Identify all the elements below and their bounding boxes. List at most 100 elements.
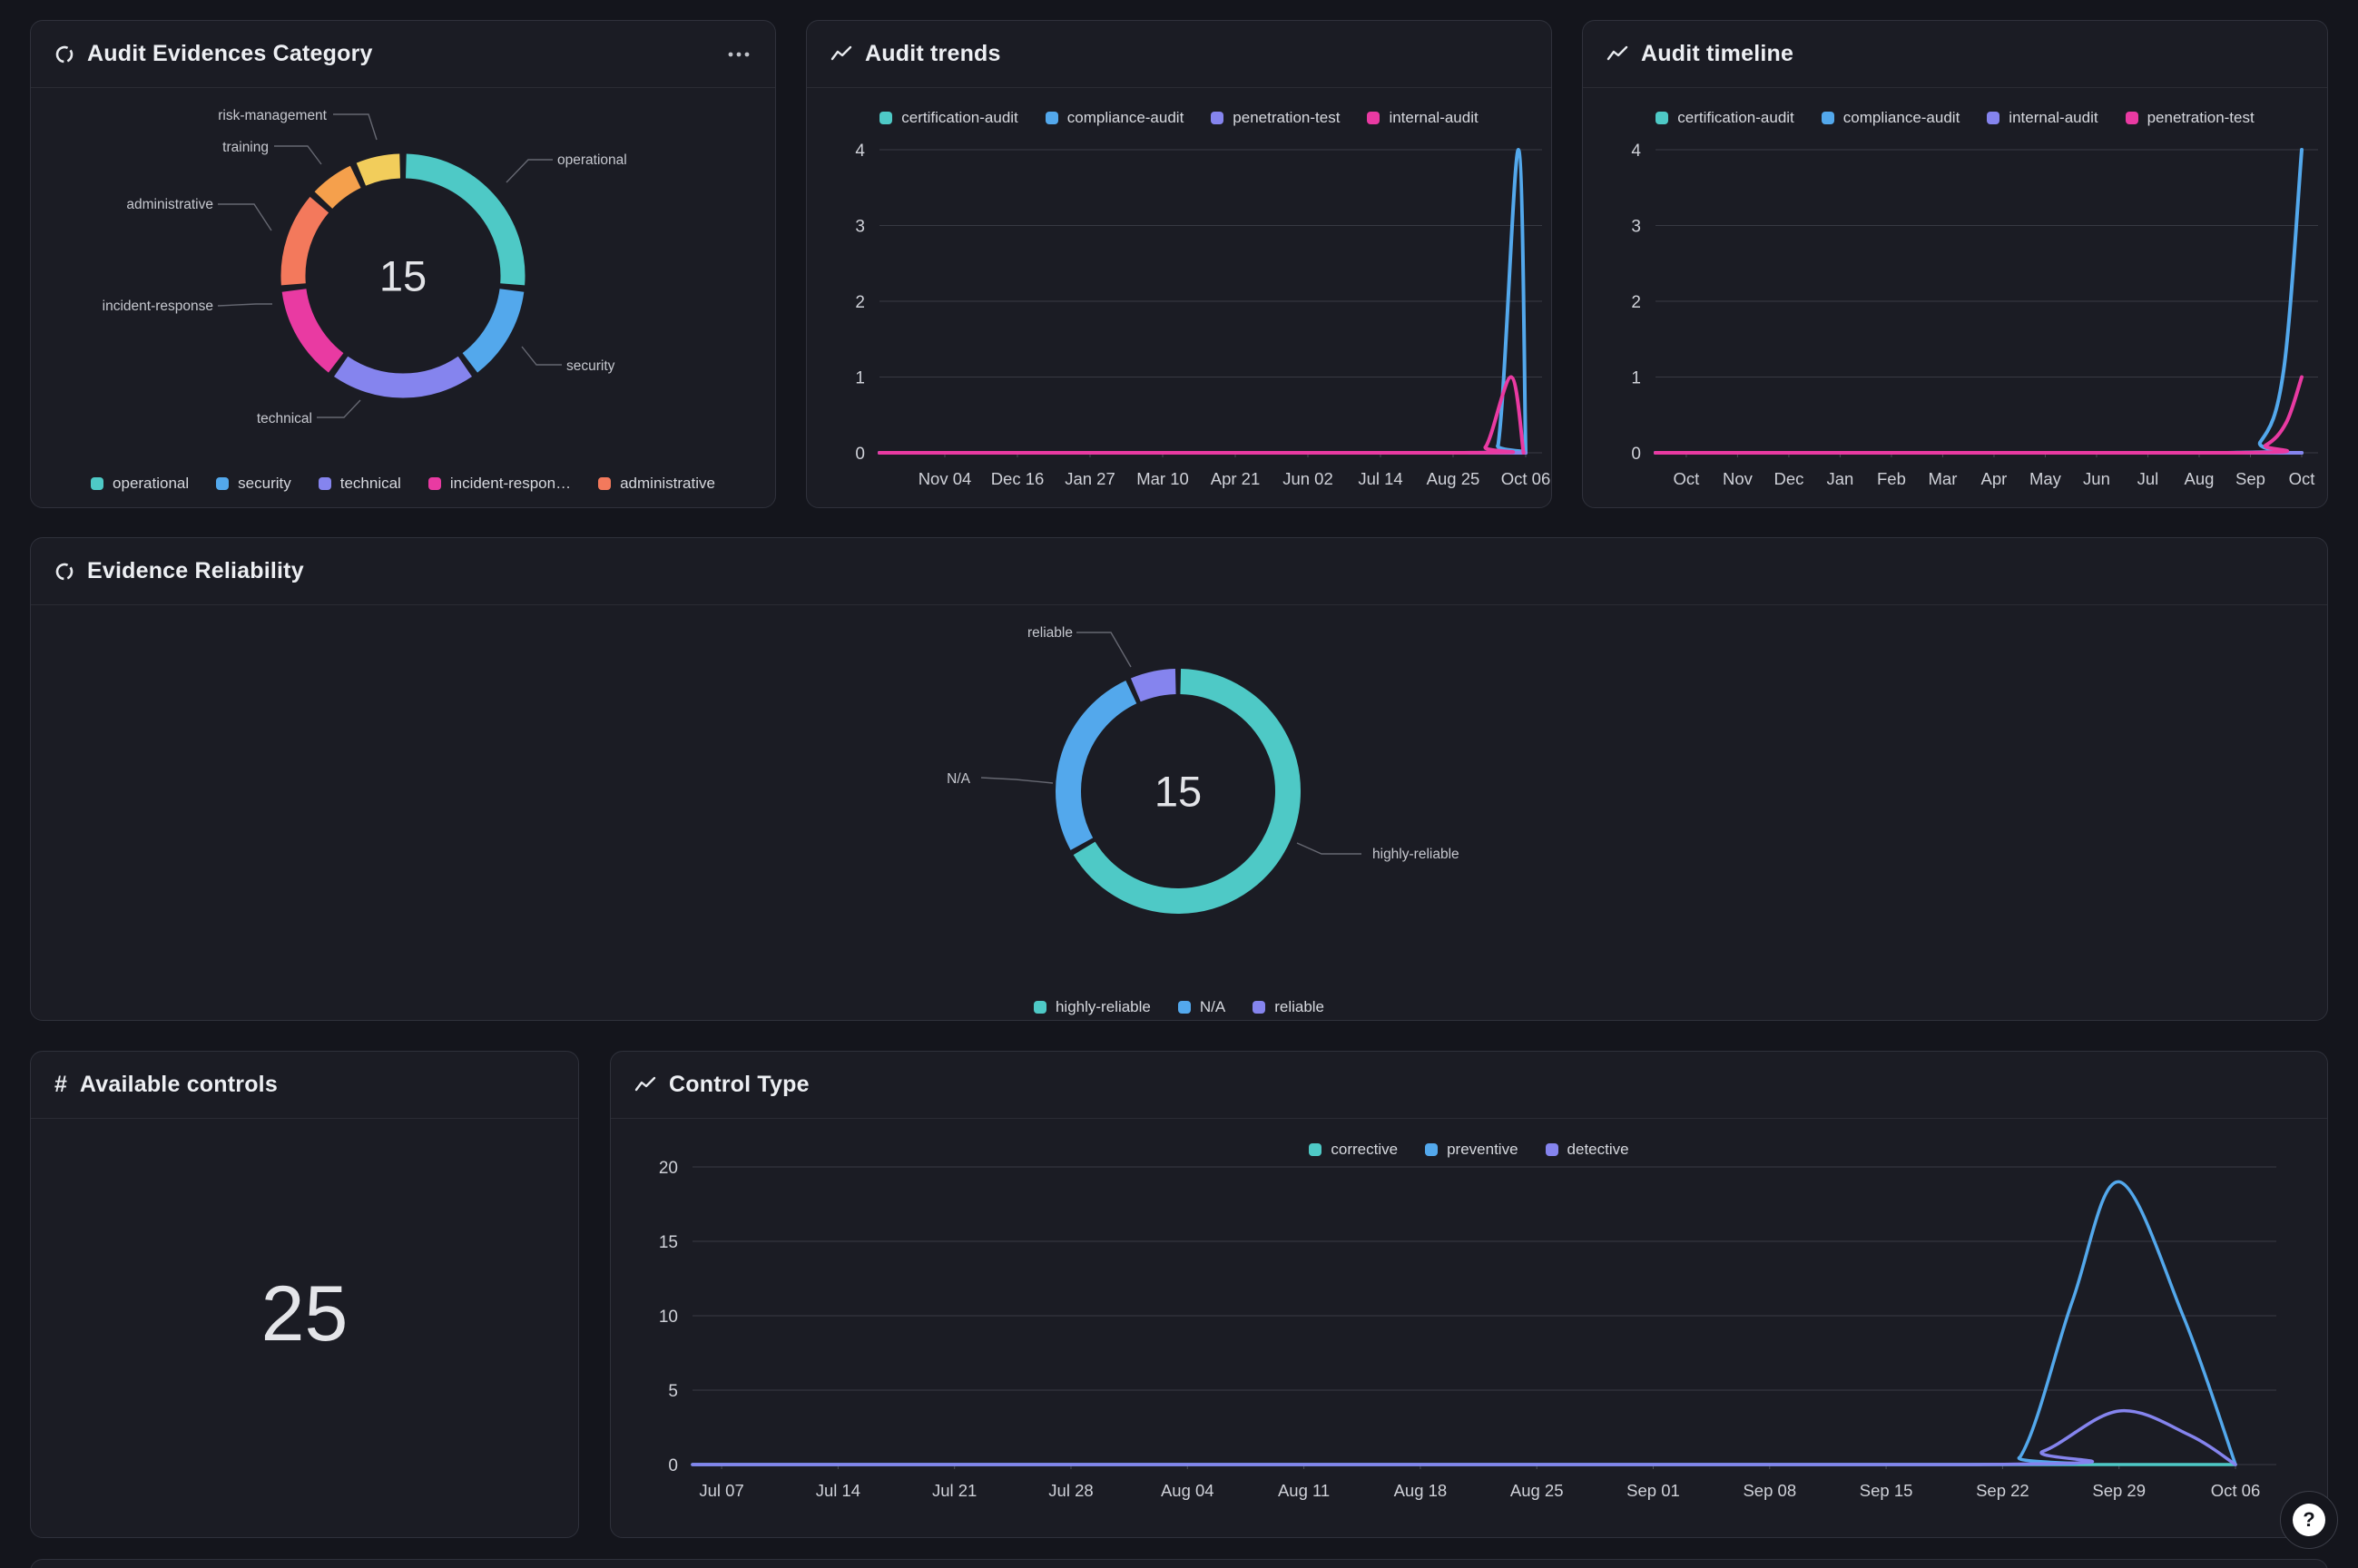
legend-label: certification-audit: [901, 109, 1018, 126]
legend-label: N/A: [1199, 998, 1226, 1015]
panel-header[interactable]: Audit timeline: [1583, 21, 2327, 88]
callout-na: N/A: [947, 771, 970, 787]
x-tick-label: Jul 14: [816, 1481, 860, 1500]
legend-item-internal-audit[interactable]: internal-audit: [1987, 109, 2098, 127]
legend-item-penetration-test[interactable]: penetration-test: [2125, 109, 2255, 127]
donut-segment-administrative[interactable]: [280, 196, 329, 286]
y-tick-label: 20: [659, 1159, 678, 1178]
x-tick-label: Aug 11: [1278, 1481, 1330, 1500]
donut-segment-training[interactable]: [314, 165, 361, 210]
x-tick-label: Feb: [1877, 469, 1906, 488]
x-tick-label: Jan: [1827, 469, 1854, 488]
legend-label: certification-audit: [1677, 109, 1794, 126]
legend-item-certification-audit[interactable]: certification-audit: [1656, 109, 1794, 127]
x-tick-label: Jan 27: [1065, 469, 1115, 488]
legend-item-penetration-test[interactable]: penetration-test: [1211, 109, 1340, 127]
callout-administrative: administrative: [126, 197, 213, 212]
legend-item-corrective[interactable]: corrective: [1309, 1141, 1398, 1159]
legend-item-reliable[interactable]: reliable: [1253, 998, 1324, 1016]
legend-item-N/A[interactable]: N/A: [1177, 998, 1226, 1016]
line-chart: 4 3 2 1 0 Oct Nov Dec Jan Feb Mar Apr May Jun Jul Aug Se…: [1631, 142, 2318, 488]
legend-label: security: [238, 475, 291, 492]
panel-menu-icon[interactable]: [726, 51, 752, 58]
hash-icon: #: [54, 1072, 67, 1097]
legend-item-internal-audit[interactable]: internal-audit: [1367, 109, 1479, 127]
x-tick-label: Jul 21: [932, 1481, 977, 1500]
donut-segment-reliable[interactable]: [1130, 669, 1177, 702]
donut-segment-security[interactable]: [462, 288, 525, 373]
line-chart-area: certification-audit compliance-audit penet…: [807, 88, 1551, 507]
stat-area: 25: [31, 1119, 578, 1537]
legend-item-compliance-audit[interactable]: compliance-audit: [1821, 109, 1960, 127]
panel-header[interactable]: Audit Evidences Category: [31, 21, 775, 88]
donut-total-value: 15: [1154, 767, 1203, 816]
question-mark-icon: ?: [2293, 1504, 2325, 1536]
legend-item-security[interactable]: security: [216, 475, 291, 493]
callout-line: [333, 113, 378, 141]
donut-segment-highly-reliable[interactable]: [1073, 669, 1301, 914]
legend-item-administrative[interactable]: administrative: [598, 475, 715, 493]
panel-header[interactable]: Evidence Reliability: [31, 538, 2327, 605]
help-button[interactable]: ?: [2280, 1491, 2338, 1549]
callout-operational: operational: [557, 152, 627, 168]
y-tick-label: 1: [1631, 369, 1641, 388]
panel-audit-evidences-category: Audit Evidences Category risk-management…: [30, 20, 776, 508]
legend-swatch: [1987, 112, 2000, 124]
panel-available-controls: # Available controls 25: [30, 1051, 579, 1538]
legend-label: preventive: [1447, 1141, 1518, 1158]
legend-swatch: [216, 477, 230, 490]
donut-segment-incident-response[interactable]: [281, 288, 344, 373]
legend-item-highly-reliable[interactable]: highly-reliable: [1033, 998, 1151, 1016]
legend-item-incident-respon…[interactable]: incident-respon…: [427, 475, 572, 493]
panel-header[interactable]: Control Type: [611, 1052, 2327, 1119]
legend-item-certification-audit[interactable]: certification-audit: [879, 109, 1018, 127]
chart-legend: operational security technical incident-res…: [31, 475, 775, 493]
donut-segment-operational[interactable]: [405, 153, 526, 286]
panel-header[interactable]: # Available controls: [31, 1052, 578, 1119]
series-line-detective: [691, 1408, 2237, 1466]
callout-line: [980, 777, 1054, 784]
legend-swatch: [1425, 1143, 1439, 1156]
donut-chart-area: risk-management training administrative …: [31, 88, 775, 507]
x-tick-label: Aug 25: [1510, 1481, 1564, 1500]
panel-title: Audit timeline: [1641, 41, 1794, 66]
callout-technical: technical: [256, 411, 312, 426]
x-tick-label: Jun 02: [1282, 469, 1333, 488]
donut-segment-risk-management[interactable]: [356, 153, 401, 186]
legend-swatch: [1253, 1001, 1266, 1014]
legend-item-operational[interactable]: operational: [91, 475, 189, 493]
x-tick-label: Nov 04: [919, 469, 972, 488]
legend-item-technical[interactable]: technical: [318, 475, 401, 493]
x-tick-label: Aug 04: [1161, 1481, 1214, 1500]
legend-swatch: [1177, 1001, 1191, 1014]
legend-swatch: [1656, 112, 1669, 124]
donut-chart: [980, 632, 1361, 914]
legend-item-detective[interactable]: detective: [1545, 1141, 1629, 1159]
legend-label: compliance-audit: [1066, 109, 1184, 126]
legend-item-preventive[interactable]: preventive: [1425, 1141, 1518, 1159]
legend-label: administrative: [620, 475, 715, 492]
legend-swatch: [1033, 1001, 1046, 1014]
x-tick-label: Nov: [1723, 469, 1754, 488]
donut-segment-technical[interactable]: [334, 356, 472, 398]
x-tick-label: Dec 16: [991, 469, 1045, 488]
callout-training: training: [222, 140, 269, 155]
legend-swatch: [1821, 112, 1834, 124]
x-tick-label: Sep 01: [1626, 1481, 1680, 1500]
y-tick-label: 15: [659, 1233, 678, 1252]
x-tick-label: Dec: [1773, 469, 1803, 488]
callout-risk-management: risk-management: [218, 108, 327, 123]
donut-segment-N/A[interactable]: [1056, 680, 1137, 850]
series-line-preventive: [691, 1180, 2237, 1466]
callout-line: [218, 203, 272, 231]
callout-highly-reliable: highly-reliable: [1372, 847, 1459, 862]
legend-item-compliance-audit[interactable]: compliance-audit: [1045, 109, 1184, 127]
panel-title: Control Type: [669, 1072, 810, 1097]
legend-label: technical: [339, 475, 401, 492]
panel-header[interactable]: Audit trends: [807, 21, 1551, 88]
y-tick-label: 10: [659, 1308, 678, 1327]
legend-label: incident-respon…: [449, 475, 572, 492]
donut-chart-icon: [54, 562, 74, 582]
legend-label: internal-audit: [1389, 109, 1479, 126]
legend-label: corrective: [1331, 1141, 1399, 1158]
